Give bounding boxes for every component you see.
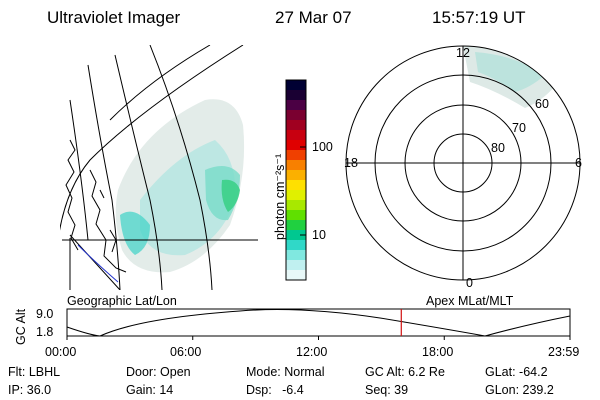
- colorbar-segment: [286, 210, 306, 221]
- colorbar: [285, 79, 307, 281]
- status-gc-alt: GC Alt: 6.2 Re: [365, 365, 445, 379]
- status-seq: Seq: 39: [365, 383, 409, 397]
- colorbar-segment: [286, 250, 306, 261]
- colorbar-tick-100: 100: [312, 140, 333, 154]
- gc-alt-xtick: 12:00: [296, 345, 328, 359]
- status-ip: IP: 36.0: [8, 383, 52, 397]
- mlat-label-80: 80: [491, 141, 505, 155]
- mlat-label-60: 60: [535, 97, 549, 111]
- status-gain: Gain: 14: [126, 383, 174, 397]
- time-label: 15:57:19 UT: [432, 8, 526, 27]
- geo-graticule-line: [69, 99, 89, 241]
- gc-alt-xtick: 00:00: [45, 345, 77, 359]
- status-dsp: Dsp: -6.4: [246, 383, 304, 397]
- colorbar-segment: [286, 240, 306, 251]
- geo-graticule-line: [109, 45, 211, 121]
- mlat-label-70: 70: [512, 121, 526, 135]
- gc-alt-ylabel: GC Alt: [14, 308, 28, 345]
- geographic-panel-label: Geographic Lat/Lon: [67, 294, 177, 308]
- colorbar-segment: [286, 160, 306, 171]
- geo-graticule-line: [87, 64, 121, 290]
- colorbar-segment: [286, 230, 306, 241]
- mlt-label-0: 0: [466, 276, 473, 290]
- gc-alt-plot: [66, 308, 571, 340]
- mlt-label-12: 12: [456, 46, 470, 60]
- colorbar-segment: [286, 260, 306, 271]
- status-filter: Flt: LBHL: [8, 365, 61, 379]
- gc-alt-ytick-bottom: 1.8: [36, 325, 54, 339]
- colorbar-segment: [286, 90, 306, 101]
- colorbar-tick-10: 10: [312, 228, 326, 242]
- mlt-label-18: 18: [344, 156, 358, 170]
- gc-alt-frame: [66, 308, 571, 337]
- polar-plot: [345, 45, 581, 281]
- colorbar-segment: [286, 110, 306, 121]
- colorbar-segment: [286, 270, 306, 281]
- aurora-image-polar: [463, 46, 560, 108]
- geo-graticule-line: [149, 45, 213, 290]
- instrument-title: Ultraviolet Imager: [47, 8, 181, 27]
- status-glat: GLat: -64.2: [485, 365, 548, 379]
- polar-panel-label: Apex MLat/MLT: [426, 294, 514, 308]
- colorbar-segment: [286, 170, 306, 181]
- colorbar-segment: [286, 190, 306, 201]
- colorbar-segment: [286, 80, 306, 91]
- gc-alt-xtick: 06:00: [170, 345, 202, 359]
- colorbar-segment: [286, 140, 306, 151]
- gc-alt-xtick: 18:00: [422, 345, 454, 359]
- colorbar-segment: [286, 150, 306, 161]
- geo-graticule-line: [69, 234, 121, 290]
- colorbar-segment: [286, 120, 306, 131]
- aurora-image-geo: [115, 99, 245, 273]
- mlt-label-6: 6: [575, 156, 582, 170]
- colorbar-segment: [286, 130, 306, 141]
- coastline: [65, 139, 127, 273]
- geo-graticule-line: [60, 45, 244, 231]
- colorbar-segment: [286, 220, 306, 231]
- status-glon: GLon: 239.2: [485, 383, 554, 397]
- colorbar-axis-label: photon cm⁻²s⁻¹: [273, 153, 287, 240]
- gc-alt-xtick: 23:59: [548, 345, 580, 359]
- gc-alt-curve: [66, 309, 571, 337]
- orbit-track: [77, 244, 119, 283]
- colorbar-segment: [286, 180, 306, 191]
- gc-alt-ytick-top: 9.0: [36, 307, 54, 321]
- colorbar-segment: [286, 200, 306, 211]
- geo-graticule-line: [114, 54, 163, 290]
- geographic-map: [60, 45, 258, 290]
- status-door: Door: Open: [126, 365, 191, 379]
- colorbar-segment: [286, 100, 306, 111]
- date-label: 27 Mar 07: [275, 8, 352, 27]
- status-mode: Mode: Normal: [246, 365, 325, 379]
